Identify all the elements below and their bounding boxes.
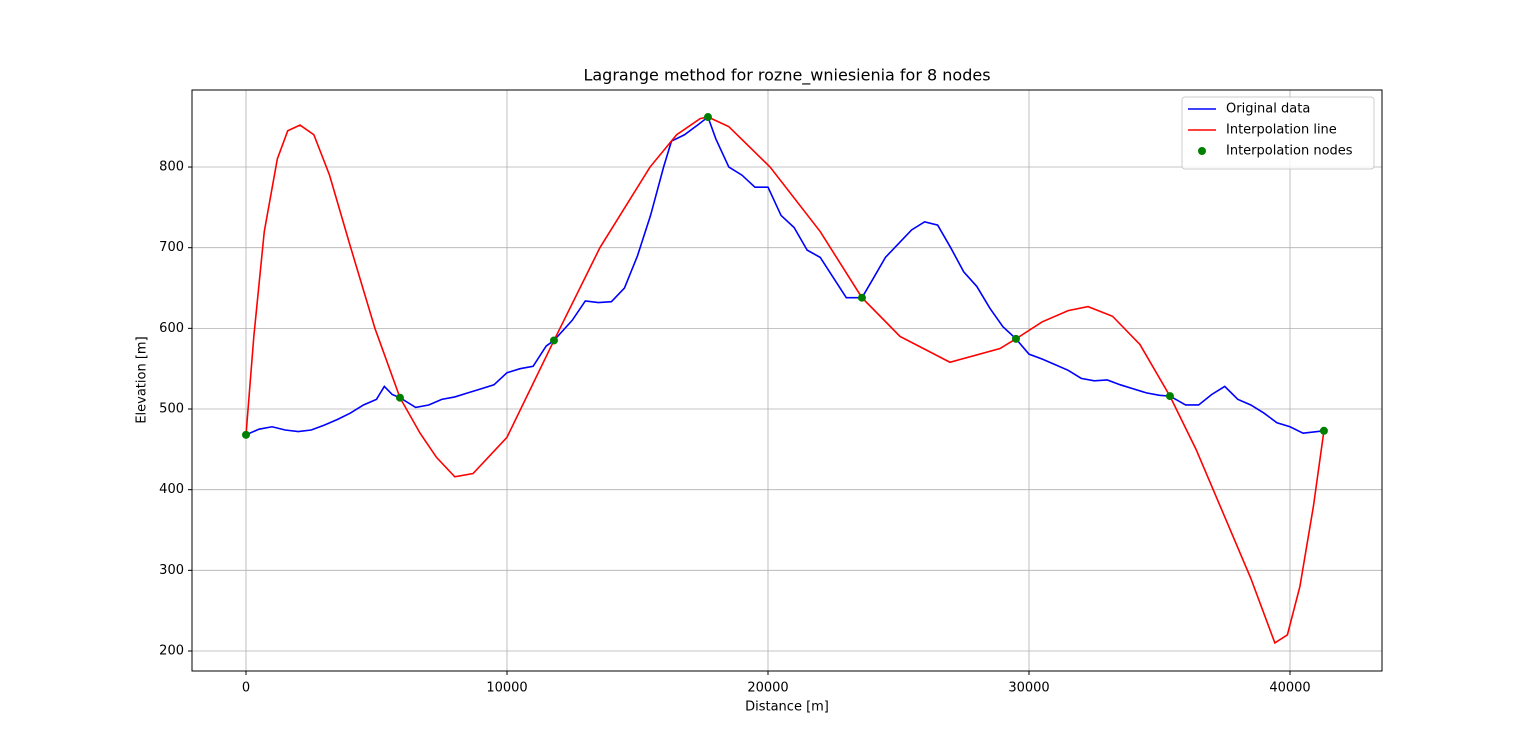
chart-title: Lagrange method for rozne_wniesienia for… bbox=[583, 66, 990, 86]
node-point bbox=[703, 113, 712, 122]
y-tick-label: 200 bbox=[159, 643, 184, 658]
data-line bbox=[245, 115, 1325, 436]
node-point bbox=[395, 393, 404, 402]
x-tick-label: 30000 bbox=[1008, 681, 1049, 696]
x-tick-label: 0 bbox=[242, 681, 250, 696]
data-line bbox=[245, 116, 1325, 645]
node-point bbox=[1011, 334, 1020, 343]
x-tick-label: 10000 bbox=[486, 681, 527, 696]
y-tick-label: 400 bbox=[159, 482, 184, 497]
legend-label: Interpolation line bbox=[1226, 123, 1337, 138]
node-point bbox=[1165, 392, 1174, 401]
y-tick-label: 800 bbox=[159, 160, 184, 175]
node-point bbox=[1319, 426, 1328, 435]
y-axis-label: Elevation [m] bbox=[135, 336, 150, 423]
node-point bbox=[857, 293, 866, 302]
legend-label: Original data bbox=[1226, 102, 1310, 117]
y-tick-label: 500 bbox=[159, 402, 184, 417]
legend-label: Interpolation nodes bbox=[1226, 144, 1353, 159]
plot-frame bbox=[191, 89, 1383, 672]
x-tick-label: 40000 bbox=[1269, 681, 1310, 696]
y-tick-label: 600 bbox=[159, 321, 184, 336]
grid bbox=[192, 90, 1382, 671]
y-tick-label: 700 bbox=[159, 240, 184, 255]
x-tick-label: 20000 bbox=[747, 681, 788, 696]
legend-box bbox=[1181, 96, 1375, 170]
node-point bbox=[549, 336, 558, 345]
y-tick-label: 300 bbox=[159, 563, 184, 578]
x-axis-label: Distance [m] bbox=[745, 700, 829, 715]
legend-marker bbox=[1198, 147, 1206, 155]
node-point bbox=[242, 430, 251, 439]
